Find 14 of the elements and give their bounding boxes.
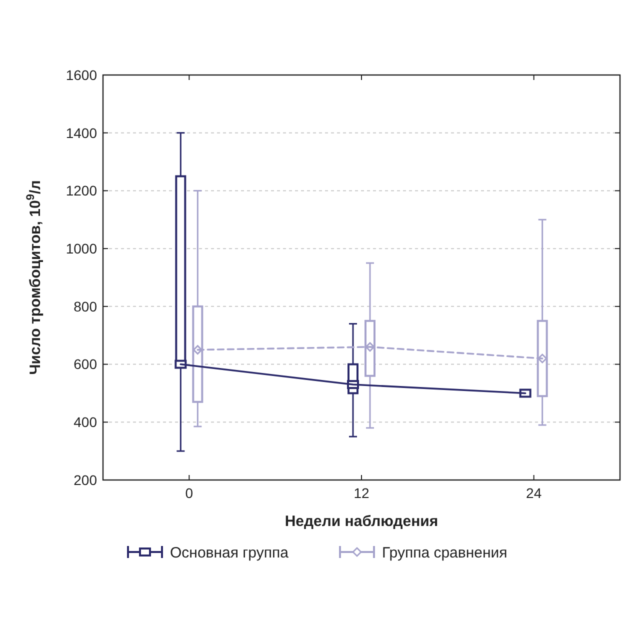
y-tick-label: 1600 (66, 66, 98, 83)
y-tick-label: 1400 (66, 124, 98, 141)
y-tick-label: 1000 (66, 240, 98, 256)
x-tick-label: 24 (526, 485, 542, 501)
legend-label: Группа сравнения (382, 544, 508, 562)
x-tick-label: 12 (354, 485, 370, 501)
y-tick-label: 200 (74, 472, 98, 488)
y-tick-label: 600 (74, 356, 98, 372)
y-tick-label: 800 (74, 298, 98, 314)
y-tick-label: 1200 (66, 182, 98, 199)
x-tick-label: 0 (185, 485, 194, 501)
legend-label: Основная группа (170, 544, 290, 562)
y-tick-label: 400 (74, 414, 98, 430)
x-axis-title: Недели наблюдения (284, 513, 438, 530)
